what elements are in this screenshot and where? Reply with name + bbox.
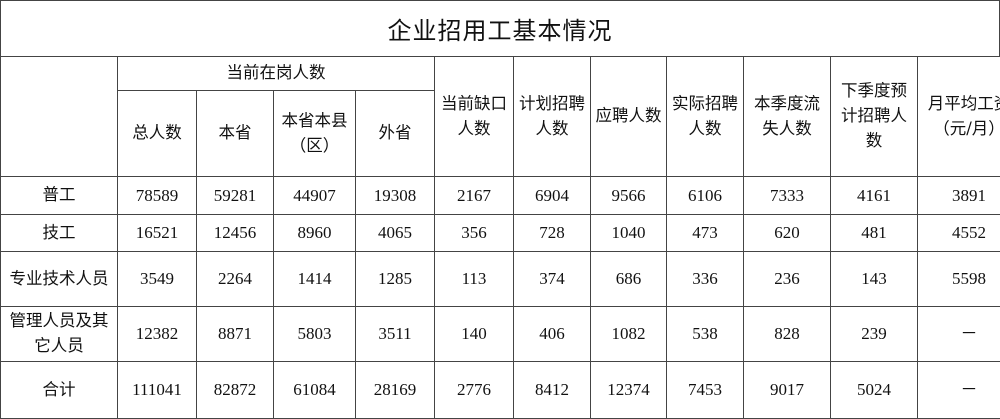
table-cell: 239 [831,307,918,362]
table-cell: 473 [667,215,744,252]
table-cell: 7333 [744,177,831,215]
group-header-on-duty: 当前在岗人数 [118,57,435,91]
table-cell: 59281 [197,177,274,215]
table-cell: 111041 [118,362,197,419]
recruitment-table: 当前在岗人数 当前缺口人数 计划招聘人数 应聘人数 实际招聘人数 本季度流失人数… [0,56,1000,419]
table-cell: 2264 [197,252,274,307]
table-cell: 356 [435,215,514,252]
table-cell: 12456 [197,215,274,252]
table-cell: 7453 [667,362,744,419]
table-cell: 4552 [918,215,1000,252]
table-cell: 8871 [197,307,274,362]
table-title: 企业招用工基本情况 [0,0,1000,56]
table-cell: 3891 [918,177,1000,215]
col-header-shortage: 当前缺口人数 [435,57,514,177]
table-cell: 5598 [918,252,1000,307]
col-header-avg-wage: 月平均工资（元/月） [918,57,1000,177]
col-header-attrition: 本季度流失人数 [744,57,831,177]
corner-cell [1,57,118,177]
table-cell: 16521 [118,215,197,252]
table-cell: 2167 [435,177,514,215]
table-cell: 4065 [356,215,435,252]
table-cell: 5024 [831,362,918,419]
row-label: 管理人员及其它人员 [1,307,118,362]
col-header-total: 总人数 [118,91,197,177]
table-cell: 728 [514,215,591,252]
col-header-hired: 实际招聘人数 [667,57,744,177]
table-cell: 8412 [514,362,591,419]
table-cell: 140 [435,307,514,362]
table-cell: 4161 [831,177,918,215]
table-cell: 28169 [356,362,435,419]
col-header-province: 本省 [197,91,274,177]
row-label: 普工 [1,177,118,215]
table-cell: 828 [744,307,831,362]
row-label: 合计 [1,362,118,419]
col-header-next-quarter: 下季度预计招聘人数 [831,57,918,177]
table-cell: 686 [591,252,667,307]
row-label: 技工 [1,215,118,252]
table-cell: 8960 [274,215,356,252]
table-cell: 2776 [435,362,514,419]
table-cell: 1040 [591,215,667,252]
row-label: 专业技术人员 [1,252,118,307]
table-cell: 1285 [356,252,435,307]
table-cell: 1414 [274,252,356,307]
col-header-planned: 计划招聘人数 [514,57,591,177]
table-cell: 19308 [356,177,435,215]
col-header-applicants: 应聘人数 [591,57,667,177]
header-row-1: 当前在岗人数 当前缺口人数 计划招聘人数 应聘人数 实际招聘人数 本季度流失人数… [1,57,1000,91]
table-cell: 9017 [744,362,831,419]
table-cell: 3511 [356,307,435,362]
table-cell: 78589 [118,177,197,215]
table-cell: 113 [435,252,514,307]
table-cell: 5803 [274,307,356,362]
table-cell: 6106 [667,177,744,215]
table-cell: 82872 [197,362,274,419]
table-cell: － [918,307,1000,362]
table-cell: 538 [667,307,744,362]
table-cell: 3549 [118,252,197,307]
table-cell: 12382 [118,307,197,362]
table-cell: 143 [831,252,918,307]
table-cell: 236 [744,252,831,307]
table-cell: 6904 [514,177,591,215]
table-cell: － [918,362,1000,419]
table-cell: 620 [744,215,831,252]
col-header-out-province: 外省 [356,91,435,177]
table-cell: 9566 [591,177,667,215]
table-cell: 374 [514,252,591,307]
col-header-county: 本省本县（区） [274,91,356,177]
table-cell: 12374 [591,362,667,419]
table-cell: 61084 [274,362,356,419]
table-cell: 44907 [274,177,356,215]
table-cell: 481 [831,215,918,252]
table-cell: 1082 [591,307,667,362]
table-cell: 336 [667,252,744,307]
table-cell: 406 [514,307,591,362]
